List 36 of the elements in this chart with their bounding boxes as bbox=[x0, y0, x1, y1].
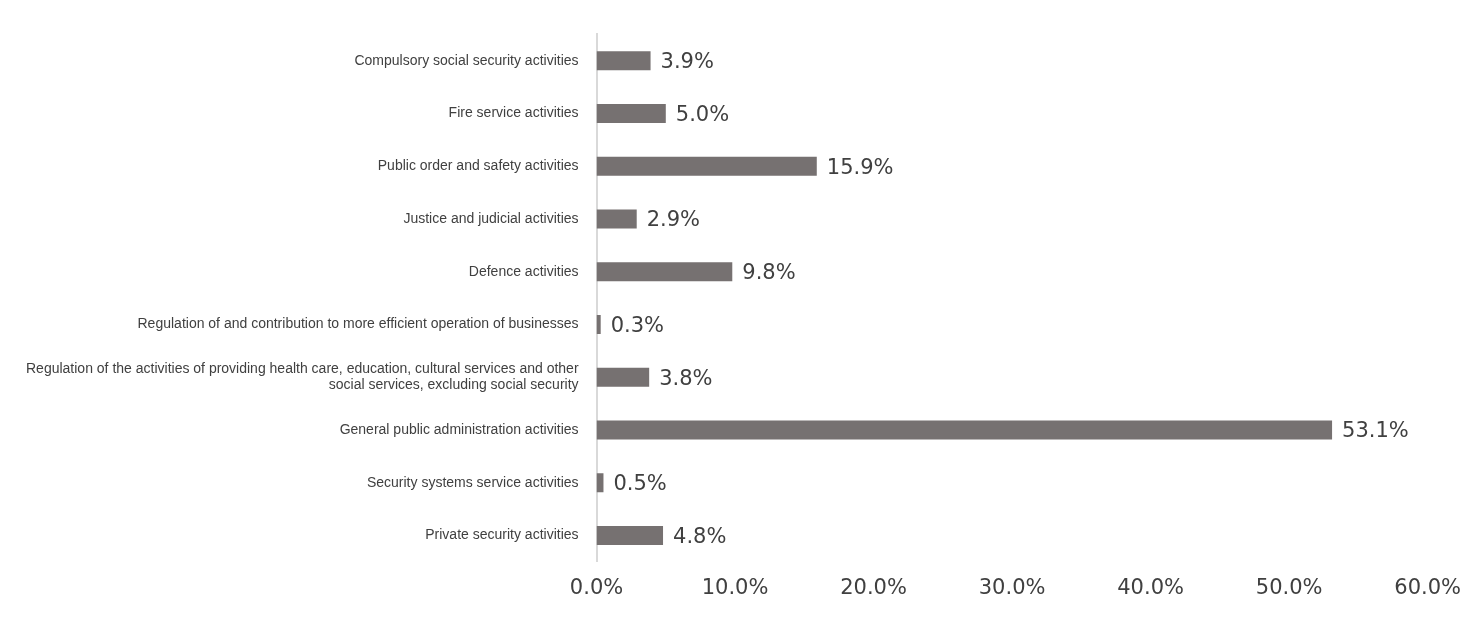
y-tick-label: Public order and safety activities bbox=[377, 157, 579, 174]
bar bbox=[596, 367, 650, 387]
data-label: 4.8% bbox=[673, 523, 727, 548]
y-tick-label: Regulation of and contribution to more efficient operation of businesses bbox=[137, 315, 579, 332]
data-label: 9.8% bbox=[742, 260, 796, 285]
bar bbox=[596, 209, 637, 229]
data-label: 0.5% bbox=[613, 471, 667, 496]
y-tick-label: Private security activities bbox=[425, 526, 579, 543]
bar bbox=[596, 156, 817, 176]
bar bbox=[596, 104, 666, 123]
bar bbox=[596, 51, 651, 71]
bar bbox=[596, 420, 1333, 440]
y-tick-label: Compulsory social security activities bbox=[354, 51, 579, 68]
data-label: 3.9% bbox=[660, 49, 714, 74]
y-tick-label: Defence activities bbox=[468, 262, 579, 279]
y-tick-label: Security systems service activities bbox=[366, 473, 579, 490]
x-tick-label: 50.0% bbox=[1255, 574, 1323, 599]
data-label: 5.0% bbox=[675, 101, 730, 126]
x-tick-label: 60.0% bbox=[1394, 574, 1461, 599]
data-label: 53.1% bbox=[1342, 418, 1409, 443]
x-tick-label: 20.0% bbox=[840, 574, 907, 599]
bar bbox=[596, 525, 664, 545]
x-tick-label: 0.0% bbox=[569, 574, 624, 599]
data-label: 15.9% bbox=[826, 154, 894, 179]
data-label: 3.8% bbox=[659, 365, 713, 390]
y-tick-label: Regulation of the activities of providing health care, education, cultural services and other social services, excluding social security bbox=[26, 359, 579, 393]
data-label: 0.3% bbox=[610, 312, 665, 337]
y-tick-label: General public administration activities bbox=[339, 420, 579, 437]
x-tick-label: 30.0% bbox=[978, 574, 1046, 599]
y-tick-label: Fire service activities bbox=[448, 104, 579, 121]
data-label: 2.9% bbox=[646, 207, 701, 232]
y-tick-label: Justice and judicial activities bbox=[403, 209, 579, 226]
bar bbox=[596, 314, 601, 334]
x-tick-label: 40.0% bbox=[1117, 574, 1184, 599]
bar bbox=[596, 262, 733, 282]
x-tick-label: 10.0% bbox=[701, 574, 769, 599]
